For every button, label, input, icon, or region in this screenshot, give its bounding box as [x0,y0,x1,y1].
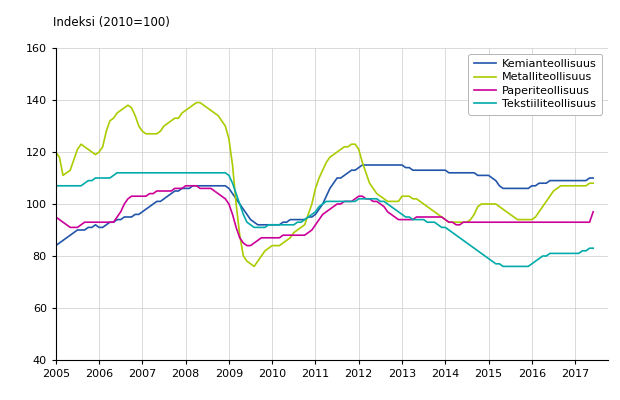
Kemianteollisuus [265,222,272,227]
Kemianteollisuus [590,176,597,180]
Kemianteollisuus [499,186,507,191]
Legend: Kemianteollisuus, Metalliteollisuus, Paperiteollisuus, Tekstiiliteollisuus: Kemianteollisuus, Metalliteollisuus, Pap… [468,54,602,115]
Paperiteollisuus [243,243,250,248]
Tekstiiliteollisuus [499,264,507,269]
Tekstiiliteollisuus [503,264,510,269]
Tekstiiliteollisuus [113,170,121,175]
Paperiteollisuus [362,196,370,201]
Kemianteollisuus [355,165,363,170]
Metalliteollisuus [250,264,258,269]
Paperiteollisuus [503,220,510,224]
Kemianteollisuus [358,162,366,167]
Kemianteollisuus [229,191,236,196]
Kemianteollisuus [334,176,341,180]
Line: Paperiteollisuus: Paperiteollisuus [56,186,593,246]
Tekstiiliteollisuus [52,183,60,188]
Metalliteollisuus [52,150,60,154]
Paperiteollisuus [52,214,60,219]
Paperiteollisuus [272,235,280,240]
Paperiteollisuus [431,214,438,219]
Metalliteollisuus [193,100,200,105]
Metalliteollisuus [503,210,510,214]
Metalliteollisuus [362,170,370,175]
Tekstiiliteollisuus [337,199,345,204]
Metalliteollisuus [272,243,280,248]
Tekstiiliteollisuus [358,196,366,201]
Metalliteollisuus [431,210,438,214]
Text: Indeksi (2010=100): Indeksi (2010=100) [53,16,170,29]
Paperiteollisuus [340,199,348,204]
Paperiteollisuus [232,225,240,230]
Metalliteollisuus [590,181,597,186]
Kemianteollisuus [52,243,60,248]
Line: Tekstiiliteollisuus: Tekstiiliteollisuus [56,173,593,266]
Kemianteollisuus [427,168,435,173]
Metalliteollisuus [340,144,348,149]
Tekstiiliteollisuus [427,220,435,224]
Tekstiiliteollisuus [590,246,597,250]
Line: Kemianteollisuus: Kemianteollisuus [56,165,593,246]
Paperiteollisuus [590,210,597,214]
Tekstiiliteollisuus [268,222,276,227]
Paperiteollisuus [182,183,189,188]
Tekstiiliteollisuus [232,191,240,196]
Metalliteollisuus [232,202,240,206]
Line: Metalliteollisuus: Metalliteollisuus [56,102,593,266]
